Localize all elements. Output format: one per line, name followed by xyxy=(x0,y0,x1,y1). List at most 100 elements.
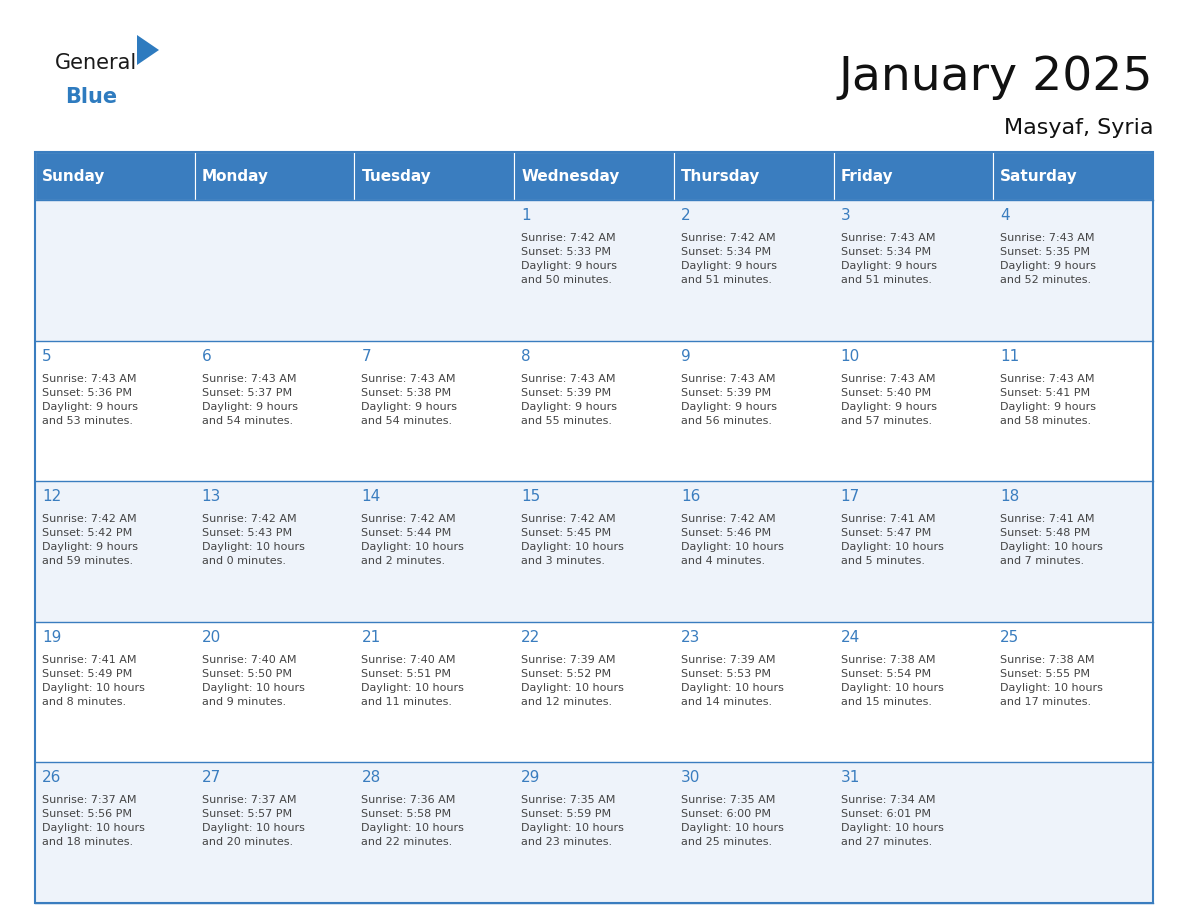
Text: 18: 18 xyxy=(1000,489,1019,504)
Bar xyxy=(354,200,514,341)
Text: Sunday: Sunday xyxy=(42,169,106,184)
Text: Sunrise: 7:43 AM
Sunset: 5:41 PM
Daylight: 9 hours
and 58 minutes.: Sunrise: 7:43 AM Sunset: 5:41 PM Dayligh… xyxy=(1000,374,1097,426)
Text: January 2025: January 2025 xyxy=(839,55,1154,100)
Text: 15: 15 xyxy=(522,489,541,504)
Text: 17: 17 xyxy=(841,489,860,504)
Text: 21: 21 xyxy=(361,630,380,644)
Bar xyxy=(834,481,993,621)
Text: Sunrise: 7:41 AM
Sunset: 5:49 PM
Daylight: 10 hours
and 8 minutes.: Sunrise: 7:41 AM Sunset: 5:49 PM Dayligh… xyxy=(42,655,145,707)
Text: 1: 1 xyxy=(522,208,531,223)
Text: Sunrise: 7:43 AM
Sunset: 5:34 PM
Daylight: 9 hours
and 51 minutes.: Sunrise: 7:43 AM Sunset: 5:34 PM Dayligh… xyxy=(841,233,936,285)
Bar xyxy=(834,152,993,200)
Text: Sunrise: 7:43 AM
Sunset: 5:40 PM
Daylight: 9 hours
and 57 minutes.: Sunrise: 7:43 AM Sunset: 5:40 PM Dayligh… xyxy=(841,374,936,426)
Text: 14: 14 xyxy=(361,489,380,504)
Text: 10: 10 xyxy=(841,349,860,364)
Bar xyxy=(34,481,195,621)
Text: Sunrise: 7:42 AM
Sunset: 5:42 PM
Daylight: 9 hours
and 59 minutes.: Sunrise: 7:42 AM Sunset: 5:42 PM Dayligh… xyxy=(42,514,138,566)
Bar xyxy=(354,152,514,200)
Bar xyxy=(674,763,834,903)
Bar xyxy=(34,152,195,200)
Bar xyxy=(34,152,1154,903)
Text: Sunrise: 7:35 AM
Sunset: 6:00 PM
Daylight: 10 hours
and 25 minutes.: Sunrise: 7:35 AM Sunset: 6:00 PM Dayligh… xyxy=(681,795,784,847)
Text: 20: 20 xyxy=(202,630,221,644)
Bar xyxy=(834,341,993,481)
Text: 29: 29 xyxy=(522,770,541,786)
Text: Tuesday: Tuesday xyxy=(361,169,431,184)
Bar xyxy=(354,763,514,903)
Text: 27: 27 xyxy=(202,770,221,786)
Bar xyxy=(674,481,834,621)
Text: Blue: Blue xyxy=(65,87,118,107)
Text: 25: 25 xyxy=(1000,630,1019,644)
Bar xyxy=(993,341,1154,481)
Text: 2: 2 xyxy=(681,208,690,223)
Text: Sunrise: 7:38 AM
Sunset: 5:55 PM
Daylight: 10 hours
and 17 minutes.: Sunrise: 7:38 AM Sunset: 5:55 PM Dayligh… xyxy=(1000,655,1104,707)
Bar xyxy=(514,152,674,200)
Bar xyxy=(674,621,834,763)
Text: 23: 23 xyxy=(681,630,700,644)
Bar xyxy=(354,481,514,621)
Text: Thursday: Thursday xyxy=(681,169,760,184)
Bar xyxy=(354,341,514,481)
Bar xyxy=(34,341,195,481)
Text: Friday: Friday xyxy=(841,169,893,184)
Text: Sunrise: 7:43 AM
Sunset: 5:35 PM
Daylight: 9 hours
and 52 minutes.: Sunrise: 7:43 AM Sunset: 5:35 PM Dayligh… xyxy=(1000,233,1097,285)
Bar xyxy=(354,621,514,763)
Text: 5: 5 xyxy=(42,349,51,364)
Text: Sunrise: 7:42 AM
Sunset: 5:34 PM
Daylight: 9 hours
and 51 minutes.: Sunrise: 7:42 AM Sunset: 5:34 PM Dayligh… xyxy=(681,233,777,285)
Text: Sunrise: 7:41 AM
Sunset: 5:48 PM
Daylight: 10 hours
and 7 minutes.: Sunrise: 7:41 AM Sunset: 5:48 PM Dayligh… xyxy=(1000,514,1104,566)
Bar xyxy=(34,621,195,763)
Text: 9: 9 xyxy=(681,349,690,364)
Bar xyxy=(834,200,993,341)
Bar xyxy=(514,200,674,341)
Text: Sunrise: 7:42 AM
Sunset: 5:46 PM
Daylight: 10 hours
and 4 minutes.: Sunrise: 7:42 AM Sunset: 5:46 PM Dayligh… xyxy=(681,514,784,566)
Text: Sunrise: 7:40 AM
Sunset: 5:51 PM
Daylight: 10 hours
and 11 minutes.: Sunrise: 7:40 AM Sunset: 5:51 PM Dayligh… xyxy=(361,655,465,707)
Bar xyxy=(834,763,993,903)
Text: 8: 8 xyxy=(522,349,531,364)
Text: Sunrise: 7:42 AM
Sunset: 5:44 PM
Daylight: 10 hours
and 2 minutes.: Sunrise: 7:42 AM Sunset: 5:44 PM Dayligh… xyxy=(361,514,465,566)
Bar xyxy=(195,200,354,341)
Text: Sunrise: 7:42 AM
Sunset: 5:45 PM
Daylight: 10 hours
and 3 minutes.: Sunrise: 7:42 AM Sunset: 5:45 PM Dayligh… xyxy=(522,514,624,566)
Polygon shape xyxy=(137,35,159,65)
Text: Masyaf, Syria: Masyaf, Syria xyxy=(1004,118,1154,138)
Text: 13: 13 xyxy=(202,489,221,504)
Text: Sunrise: 7:41 AM
Sunset: 5:47 PM
Daylight: 10 hours
and 5 minutes.: Sunrise: 7:41 AM Sunset: 5:47 PM Dayligh… xyxy=(841,514,943,566)
Text: Wednesday: Wednesday xyxy=(522,169,619,184)
Bar xyxy=(993,481,1154,621)
Bar xyxy=(514,763,674,903)
Text: Sunrise: 7:43 AM
Sunset: 5:39 PM
Daylight: 9 hours
and 55 minutes.: Sunrise: 7:43 AM Sunset: 5:39 PM Dayligh… xyxy=(522,374,617,426)
Text: 28: 28 xyxy=(361,770,380,786)
Bar xyxy=(674,152,834,200)
Text: Sunrise: 7:43 AM
Sunset: 5:38 PM
Daylight: 9 hours
and 54 minutes.: Sunrise: 7:43 AM Sunset: 5:38 PM Dayligh… xyxy=(361,374,457,426)
Text: 3: 3 xyxy=(841,208,851,223)
Bar xyxy=(195,341,354,481)
Bar xyxy=(195,621,354,763)
Text: 19: 19 xyxy=(42,630,62,644)
Bar xyxy=(514,341,674,481)
Text: Sunrise: 7:42 AM
Sunset: 5:33 PM
Daylight: 9 hours
and 50 minutes.: Sunrise: 7:42 AM Sunset: 5:33 PM Dayligh… xyxy=(522,233,617,285)
Text: Sunrise: 7:39 AM
Sunset: 5:53 PM
Daylight: 10 hours
and 14 minutes.: Sunrise: 7:39 AM Sunset: 5:53 PM Dayligh… xyxy=(681,655,784,707)
Text: 16: 16 xyxy=(681,489,700,504)
Bar xyxy=(993,763,1154,903)
Text: Saturday: Saturday xyxy=(1000,169,1078,184)
Text: Sunrise: 7:36 AM
Sunset: 5:58 PM
Daylight: 10 hours
and 22 minutes.: Sunrise: 7:36 AM Sunset: 5:58 PM Dayligh… xyxy=(361,795,465,847)
Text: Sunrise: 7:37 AM
Sunset: 5:57 PM
Daylight: 10 hours
and 20 minutes.: Sunrise: 7:37 AM Sunset: 5:57 PM Dayligh… xyxy=(202,795,304,847)
Bar xyxy=(195,152,354,200)
Text: Sunrise: 7:39 AM
Sunset: 5:52 PM
Daylight: 10 hours
and 12 minutes.: Sunrise: 7:39 AM Sunset: 5:52 PM Dayligh… xyxy=(522,655,624,707)
Bar xyxy=(993,200,1154,341)
Text: Sunrise: 7:43 AM
Sunset: 5:36 PM
Daylight: 9 hours
and 53 minutes.: Sunrise: 7:43 AM Sunset: 5:36 PM Dayligh… xyxy=(42,374,138,426)
Bar xyxy=(993,621,1154,763)
Text: 24: 24 xyxy=(841,630,860,644)
Bar xyxy=(993,152,1154,200)
Text: 12: 12 xyxy=(42,489,62,504)
Text: 7: 7 xyxy=(361,349,371,364)
Bar xyxy=(34,763,195,903)
Text: Monday: Monday xyxy=(202,169,268,184)
Bar xyxy=(195,763,354,903)
Text: Sunrise: 7:35 AM
Sunset: 5:59 PM
Daylight: 10 hours
and 23 minutes.: Sunrise: 7:35 AM Sunset: 5:59 PM Dayligh… xyxy=(522,795,624,847)
Text: 30: 30 xyxy=(681,770,700,786)
Text: Sunrise: 7:43 AM
Sunset: 5:37 PM
Daylight: 9 hours
and 54 minutes.: Sunrise: 7:43 AM Sunset: 5:37 PM Dayligh… xyxy=(202,374,298,426)
Bar xyxy=(834,621,993,763)
Text: Sunrise: 7:40 AM
Sunset: 5:50 PM
Daylight: 10 hours
and 9 minutes.: Sunrise: 7:40 AM Sunset: 5:50 PM Dayligh… xyxy=(202,655,304,707)
Text: 11: 11 xyxy=(1000,349,1019,364)
